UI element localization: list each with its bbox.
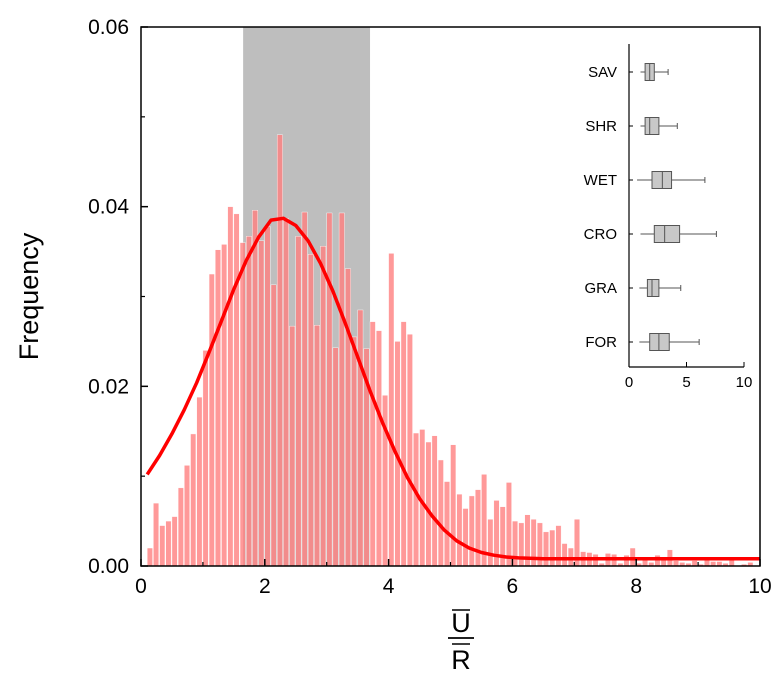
histogram-bar: [283, 218, 289, 567]
inset-background: [629, 44, 744, 367]
histogram-bar: [437, 459, 444, 567]
histogram-bar: [475, 489, 481, 567]
x-tick-label: 4: [383, 575, 395, 598]
box-iqr: [644, 117, 660, 135]
histogram-bar: [227, 206, 234, 567]
histogram-bar: [202, 350, 209, 567]
x-axis-label-denominator: R: [451, 645, 471, 675]
histogram-bar: [561, 543, 568, 567]
y-axis-label: Frequency: [14, 232, 44, 360]
histogram-bar: [357, 309, 364, 567]
histogram-bar: [388, 253, 395, 567]
histogram-bar: [215, 249, 221, 567]
histogram-bar: [190, 433, 197, 567]
histogram-bar: [320, 245, 327, 567]
inset-x-tick-label: 10: [736, 374, 753, 391]
inset-category-label: GRA: [584, 280, 617, 297]
histogram-bar: [543, 531, 549, 567]
histogram-bar: [208, 273, 215, 567]
histogram-bar: [221, 244, 228, 567]
inset-category-label: CRO: [584, 226, 617, 243]
histogram-bar: [369, 321, 376, 567]
histogram-bar: [159, 525, 166, 567]
y-tick-label: 0.06: [88, 16, 129, 39]
histogram-bar: [270, 284, 277, 567]
histogram-bar: [326, 212, 333, 567]
histogram-bar: [400, 321, 407, 567]
histogram-bar: [406, 334, 413, 567]
x-tick-label: 10: [748, 575, 771, 598]
y-tick-label: 0.00: [88, 555, 129, 578]
histogram-bar: [691, 560, 698, 567]
x-tick-label: 2: [259, 575, 271, 598]
x-tick-label: 6: [507, 575, 519, 598]
histogram-bar: [654, 555, 661, 567]
histogram-bar: [351, 336, 358, 567]
inset-category-label: SHR: [585, 118, 617, 135]
histogram-bar: [549, 529, 556, 567]
y-tick-label: 0.02: [88, 375, 129, 398]
x-tick-label: 0: [135, 575, 147, 598]
histogram-bar: [258, 240, 265, 567]
histogram-bar: [462, 508, 469, 567]
histogram-bar: [332, 347, 339, 567]
inset-category-label: WET: [584, 172, 617, 189]
inset-boxplot: SAV SHR WET CRO GRA FOR 0 5 10: [584, 44, 753, 391]
histogram-bar: [623, 555, 630, 567]
histogram-bar: [307, 254, 314, 567]
x-tick-label: 8: [630, 575, 642, 598]
histogram-bar: [413, 432, 419, 567]
histogram-bar: [567, 547, 574, 567]
histogram-bar: [153, 502, 159, 567]
histogram-bar: [246, 236, 252, 567]
box-iqr: [649, 333, 670, 351]
histogram-bar: [456, 493, 463, 567]
histogram-bar: [673, 560, 679, 567]
main-histogram-plot: 0 2 4 6 8 10 0.00 0.02 0.04 0.06 Frequency UR: [14, 16, 772, 675]
inset-category-label: FOR: [585, 334, 617, 351]
box-iqr: [653, 225, 681, 243]
histogram-bar: [425, 441, 432, 567]
histogram-bar: [276, 134, 283, 567]
histogram-bar: [165, 520, 172, 567]
histogram-bar: [444, 481, 450, 567]
inset-category-label: SAV: [588, 64, 617, 81]
histogram-bar: [301, 211, 308, 567]
inset-x-tick-label: 0: [625, 374, 633, 391]
histogram-bar: [196, 396, 203, 567]
histogram-bar: [450, 444, 457, 567]
box-iqr: [651, 171, 673, 189]
histogram-bar: [184, 465, 190, 567]
histogram-bar: [468, 495, 475, 567]
histogram-bar: [264, 226, 271, 567]
histogram-bar: [171, 516, 178, 567]
histogram-bar: [431, 435, 438, 567]
histogram-bar: [233, 213, 240, 567]
histogram-bar: [345, 268, 351, 567]
histogram-bar: [177, 487, 184, 567]
histogram-bar: [252, 210, 259, 567]
inset-x-tick-label: 5: [682, 374, 690, 391]
y-tick-label: 0.04: [88, 196, 129, 219]
histogram-bar: [629, 547, 636, 567]
box-iqr: [646, 279, 660, 297]
histogram-bar: [239, 242, 246, 567]
fit-curve: [145, 216, 760, 561]
x-axis-label-numerator: U: [451, 608, 471, 638]
histogram-bar: [487, 519, 494, 567]
histogram-bar: [289, 325, 296, 567]
histogram-bar: [376, 330, 382, 567]
histogram-bar: [314, 325, 320, 567]
histogram-bar: [146, 547, 153, 567]
histogram-bar: [338, 212, 345, 567]
histogram-bar: [295, 236, 302, 567]
histogram-bar: [506, 482, 512, 567]
